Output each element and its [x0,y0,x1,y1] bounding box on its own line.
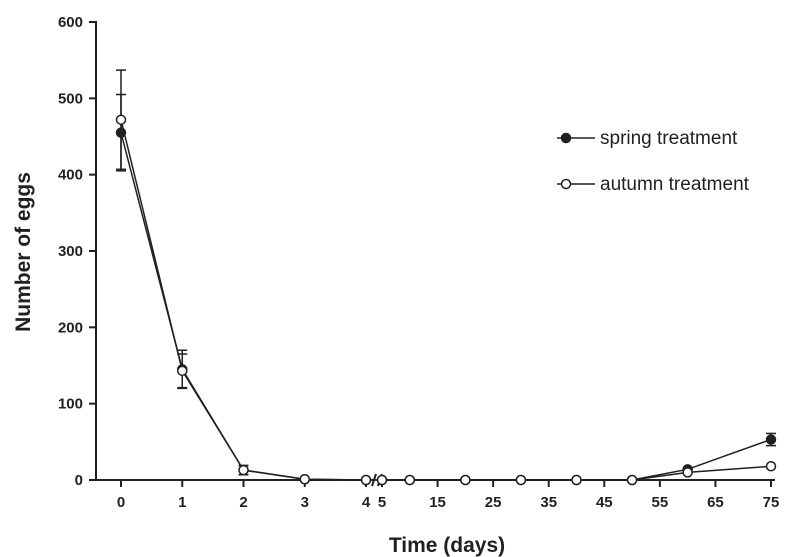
legend: spring treatment autumn treatment [557,128,750,195]
plot-area [115,69,777,486]
x-axis-title: Time (days) [389,534,505,557]
x-tick-label: 0 [117,494,125,511]
data-point [765,461,777,472]
data-point [626,474,638,486]
x-tick-label: 75 [763,494,780,511]
data-point [571,474,582,486]
y-tick-label: 600 [58,14,83,31]
data-point [238,464,249,476]
x-tick-label: 4 [362,494,371,511]
x-tick-label: 65 [707,494,724,511]
series-autumn [115,69,777,486]
data-point [360,474,372,486]
legend-marker [560,178,572,190]
series-spring [115,93,777,486]
y-tick-label: 400 [58,167,83,184]
x-tick-label: 35 [540,494,557,511]
y-axis-title: Number of eggs [12,172,35,332]
data-point [115,114,127,125]
x-tick-label: 5 [378,494,386,511]
x-tick-label: 25 [485,494,502,511]
y-tick-label: 500 [58,90,83,107]
legend-label: autumn treatment [600,174,750,195]
x-tick-label: 45 [596,494,613,511]
x-tick-label: 15 [429,494,446,511]
data-point [404,474,416,486]
y-axis: 0 100 200 300 400 500 600 [58,14,97,489]
y-tick-label: 0 [75,472,83,489]
y-tick-label: 100 [58,396,83,413]
x-tick-label: 55 [652,494,669,511]
legend-label: spring treatment [600,128,738,149]
data-point [376,474,388,486]
x-tick-label: 1 [178,494,186,511]
data-point [299,473,310,485]
data-point [515,474,527,486]
data-point [682,467,693,478]
data-point [177,365,188,377]
x-tick-label: 2 [239,494,247,511]
legend-marker [560,132,572,144]
data-point [765,434,777,445]
y-tick-label: 300 [58,243,83,260]
data-point [460,474,471,486]
x-tick-label: 3 [301,494,309,511]
y-tick-label: 200 [58,319,83,336]
